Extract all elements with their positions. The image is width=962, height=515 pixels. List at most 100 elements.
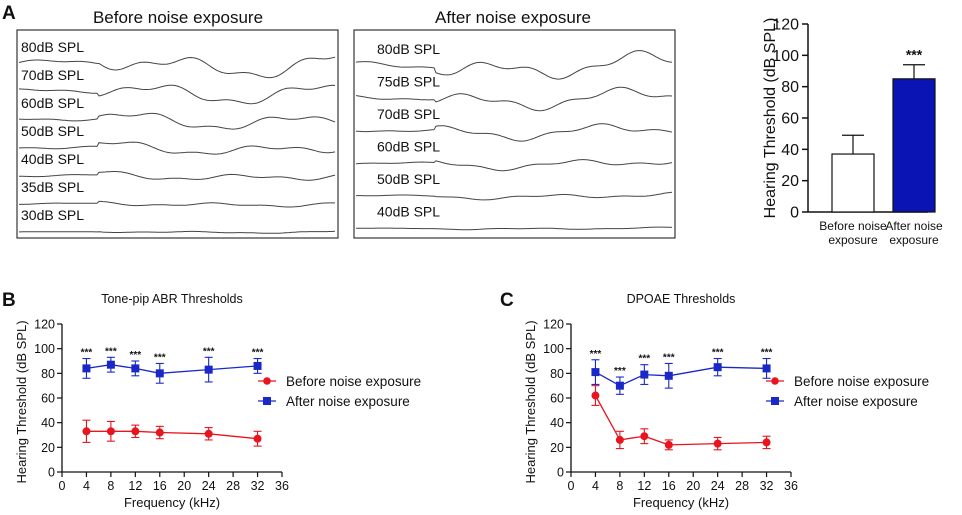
- significance-marker: ***: [614, 366, 626, 377]
- significance-marker: ***: [154, 352, 166, 363]
- y-axis-label: Hearing Threshold (dB SPL): [762, 18, 779, 219]
- x-tick-label: 0: [568, 479, 575, 493]
- y-tick-label: 40: [781, 142, 799, 159]
- y-tick-label: 20: [781, 173, 799, 190]
- significance-marker: ***: [105, 346, 117, 357]
- waveform-panel-before: Before noise exposure 80dB SPL 70dB SPL 60…: [16, 8, 339, 239]
- level-label: 60dB SPL: [377, 139, 440, 155]
- x-tick-label: 28: [735, 479, 749, 493]
- data-point: [640, 370, 649, 379]
- waveform-title-before: Before noise exposure: [93, 8, 263, 27]
- data-point: [106, 360, 115, 369]
- x-tick-label: 36: [275, 479, 289, 493]
- data-point: [664, 440, 673, 449]
- y-tick-label: 80: [41, 367, 55, 381]
- data-point: [106, 427, 115, 436]
- data-point: [713, 363, 722, 372]
- significance-marker: ***: [906, 47, 923, 63]
- data-point: [615, 435, 624, 444]
- data-point: [155, 428, 164, 437]
- x-tick-label: 20: [686, 479, 700, 493]
- data-point: [615, 381, 624, 390]
- data-point: [591, 391, 600, 400]
- y-tick-label: 0: [790, 205, 799, 222]
- waveform-trace: [356, 191, 673, 201]
- x-tick-label: 24: [202, 479, 216, 493]
- chart-title: DPOAE Thresholds: [627, 292, 736, 306]
- y-tick-label: 80: [550, 367, 564, 381]
- y-tick-label: 20: [550, 441, 564, 455]
- x-tick-label: 24: [711, 479, 725, 493]
- x-axis-label: Frequency (kHz): [633, 495, 729, 510]
- y-tick-label: 0: [557, 466, 564, 480]
- level-label: 70dB SPL: [377, 106, 440, 122]
- significance-marker: ***: [252, 348, 264, 359]
- y-tick-label: 0: [48, 466, 55, 480]
- legend-label: After noise exposure: [286, 394, 410, 409]
- legend-label: Before noise exposure: [794, 374, 929, 389]
- legend-label: After noise exposure: [794, 394, 918, 409]
- waveform-frame-after: [353, 29, 676, 239]
- waveform-trace: [18, 112, 336, 130]
- series-line: [595, 366, 767, 387]
- legend-marker: [263, 377, 271, 385]
- level-label: 80dB SPL: [377, 41, 440, 57]
- series-line: [86, 364, 258, 374]
- data-point: [253, 434, 262, 443]
- y-axis-label: Hearing Threshold (dB SPL): [14, 320, 29, 483]
- legend-marker: [771, 397, 779, 405]
- data-point: [204, 365, 213, 374]
- data-point: [664, 371, 673, 380]
- significance-marker: ***: [81, 348, 93, 359]
- x-tick-label: 0: [59, 479, 66, 493]
- y-tick-label: 100: [772, 48, 799, 65]
- significance-marker: ***: [129, 350, 141, 361]
- panel-letter-a: A: [2, 3, 16, 24]
- panel-letter-c: C: [500, 290, 514, 311]
- level-label: 50dB SPL: [377, 171, 440, 187]
- level-label: 70dB SPL: [21, 67, 84, 83]
- data-point: [131, 427, 140, 436]
- series-line: [594, 395, 767, 446]
- significance-marker: ***: [638, 354, 650, 365]
- y-tick-label: 40: [550, 416, 564, 430]
- waveform-trace: [19, 230, 336, 234]
- waveform-trace: [18, 171, 336, 181]
- waveform-trace: [18, 84, 336, 105]
- x-tick-label: 28: [226, 479, 240, 493]
- x-tick-label: 32: [251, 479, 265, 493]
- data-point: [155, 369, 164, 378]
- legend-label: Before noise exposure: [286, 374, 421, 389]
- y-tick-label: 80: [781, 79, 799, 96]
- x-tick-label: 36: [784, 479, 798, 493]
- y-tick-label: 20: [41, 441, 55, 455]
- significance-marker: ***: [712, 348, 724, 359]
- category-label: After noise: [885, 219, 943, 233]
- level-label: 35dB SPL: [21, 179, 84, 195]
- x-tick-label: 16: [662, 479, 676, 493]
- data-point: [713, 439, 722, 448]
- waveform-trace: [355, 50, 673, 80]
- chart-title: Tone-pip ABR Thresholds: [101, 292, 243, 306]
- waveform-title-after: After noise exposure: [435, 8, 591, 27]
- legend-marker: [771, 377, 779, 385]
- level-label: 75dB SPL: [377, 74, 440, 90]
- level-label: 80dB SPL: [21, 39, 84, 55]
- x-tick-label: 32: [760, 479, 774, 493]
- y-tick-label: 120: [543, 318, 564, 332]
- x-axis-label: Frequency (kHz): [124, 495, 220, 510]
- y-tick-label: 100: [543, 342, 564, 356]
- category-label: Before noise: [819, 219, 887, 233]
- significance-marker: ***: [590, 349, 602, 360]
- y-tick-label: 100: [34, 342, 55, 356]
- category-label: exposure: [828, 233, 878, 247]
- x-tick-label: 4: [592, 479, 599, 493]
- level-label: 40dB SPL: [377, 204, 440, 220]
- bar: [831, 153, 875, 213]
- data-point: [131, 364, 140, 373]
- bar: [892, 78, 936, 213]
- legend-marker: [263, 397, 271, 405]
- x-tick-label: 8: [616, 479, 623, 493]
